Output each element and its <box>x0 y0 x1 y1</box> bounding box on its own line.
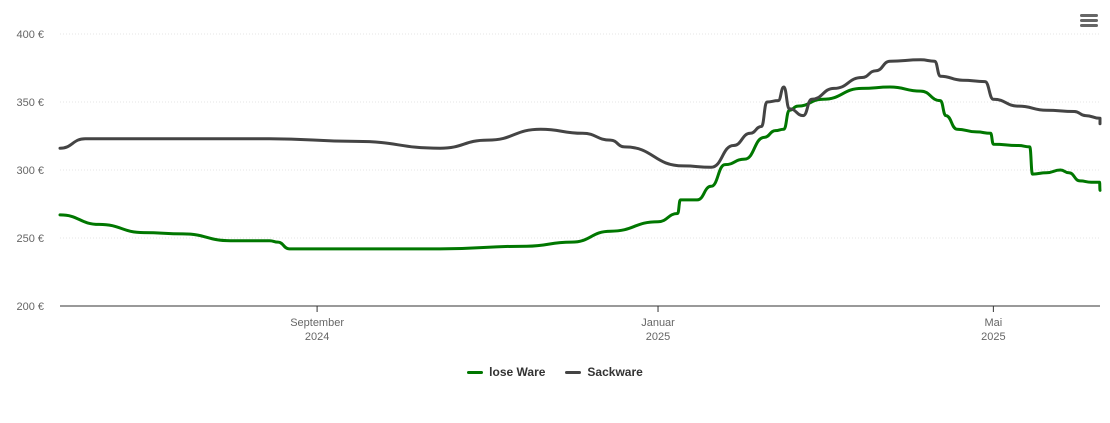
chart-legend: lose Ware Sackware <box>0 365 1110 379</box>
menu-line <box>1080 19 1098 22</box>
menu-line <box>1080 14 1098 17</box>
series-line-sackware <box>58 58 1102 169</box>
legend-label: lose Ware <box>489 365 546 379</box>
y-tick-label: 300 € <box>16 165 44 177</box>
hamburger-menu-icon[interactable] <box>1078 12 1100 30</box>
y-tick-label: 400 € <box>16 29 44 41</box>
series-line-lose-ware <box>58 85 1102 251</box>
x-tick-label-month: Mai <box>985 317 1003 329</box>
x-tick-label-month: Januar <box>641 317 675 329</box>
y-tick-label: 250 € <box>16 233 44 245</box>
y-tick-label: 200 € <box>16 301 44 313</box>
legend-swatch <box>565 370 582 374</box>
y-tick-label: 350 € <box>16 97 44 109</box>
x-tick-label-month: September <box>290 317 344 329</box>
legend-item-lose-ware[interactable]: lose Ware <box>467 365 545 379</box>
x-tick-label-year: 2025 <box>646 331 670 343</box>
legend-label: Sackware <box>587 365 643 379</box>
x-tick-label-year: 2025 <box>981 331 1005 343</box>
menu-line <box>1080 24 1098 27</box>
legend-swatch <box>467 370 484 374</box>
legend-item-sackware[interactable]: Sackware <box>565 365 643 379</box>
x-tick-label-year: 2024 <box>305 331 329 343</box>
